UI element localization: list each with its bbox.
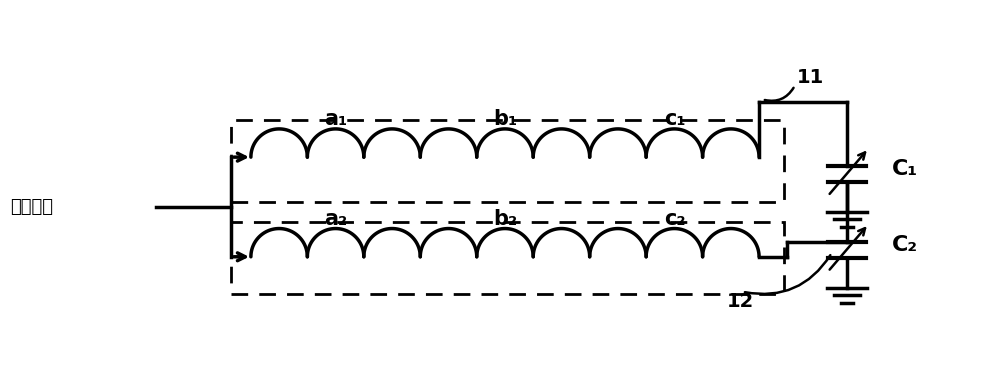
Text: b₂: b₂ — [493, 209, 517, 229]
Text: a₂: a₂ — [324, 209, 347, 229]
Text: C₂: C₂ — [892, 235, 918, 255]
Text: a₁: a₁ — [324, 109, 347, 129]
Text: 11: 11 — [797, 68, 824, 87]
Text: b₁: b₁ — [493, 109, 517, 129]
Text: 射频电流: 射频电流 — [10, 198, 53, 216]
Text: C₁: C₁ — [892, 159, 918, 179]
Text: c₂: c₂ — [664, 209, 685, 229]
Text: 12: 12 — [727, 292, 754, 311]
Text: c₁: c₁ — [664, 109, 685, 129]
